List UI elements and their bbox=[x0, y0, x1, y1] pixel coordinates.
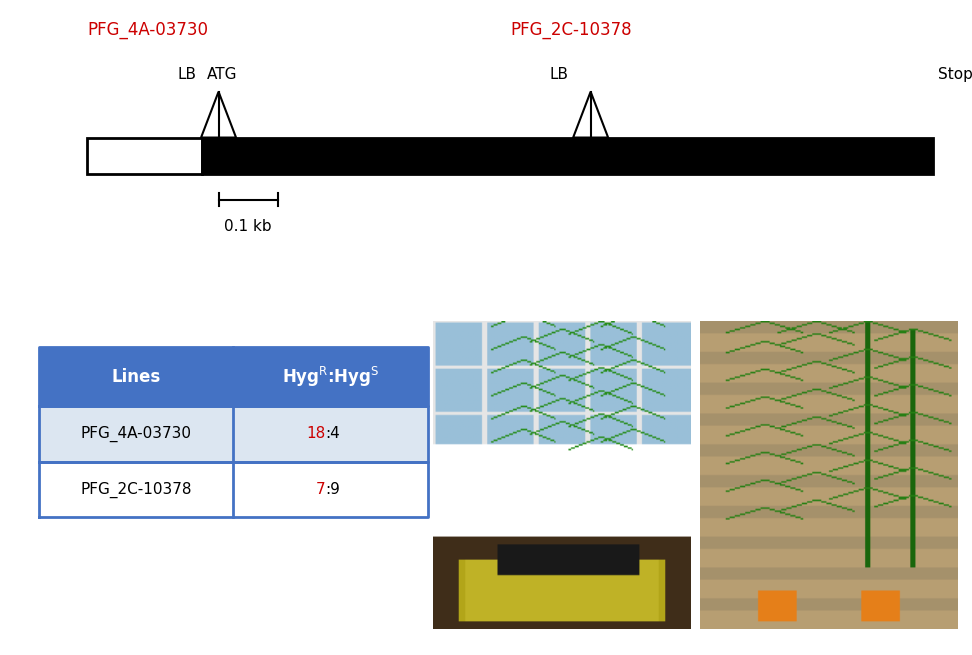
Text: :4: :4 bbox=[326, 426, 340, 441]
Text: :9: :9 bbox=[326, 482, 340, 497]
Text: PFG_4A-03730: PFG_4A-03730 bbox=[81, 426, 191, 442]
Text: ATG: ATG bbox=[206, 67, 237, 82]
Bar bbox=[87, 138, 201, 174]
Text: PFG_4A-03730: PFG_4A-03730 bbox=[87, 22, 208, 39]
Polygon shape bbox=[201, 92, 236, 138]
Text: Stop: Stop bbox=[938, 67, 972, 82]
Text: 7: 7 bbox=[316, 482, 326, 497]
Bar bbox=[39, 406, 428, 462]
Text: LB: LB bbox=[177, 67, 196, 82]
Text: 0.1 kb: 0.1 kb bbox=[225, 219, 272, 234]
Text: LB: LB bbox=[549, 67, 569, 82]
Text: Lines: Lines bbox=[112, 367, 160, 386]
Polygon shape bbox=[573, 92, 608, 138]
Text: PFG_2C-10378: PFG_2C-10378 bbox=[81, 481, 191, 498]
Bar bbox=[39, 462, 428, 517]
Bar bbox=[39, 347, 428, 406]
Text: PFG_2C-10378: PFG_2C-10378 bbox=[510, 22, 632, 39]
Bar bbox=[201, 138, 933, 174]
Text: Hyg$^\mathsf{R}$:Hyg$^\mathsf{S}$: Hyg$^\mathsf{R}$:Hyg$^\mathsf{S}$ bbox=[282, 365, 379, 388]
Text: 18: 18 bbox=[306, 426, 326, 441]
